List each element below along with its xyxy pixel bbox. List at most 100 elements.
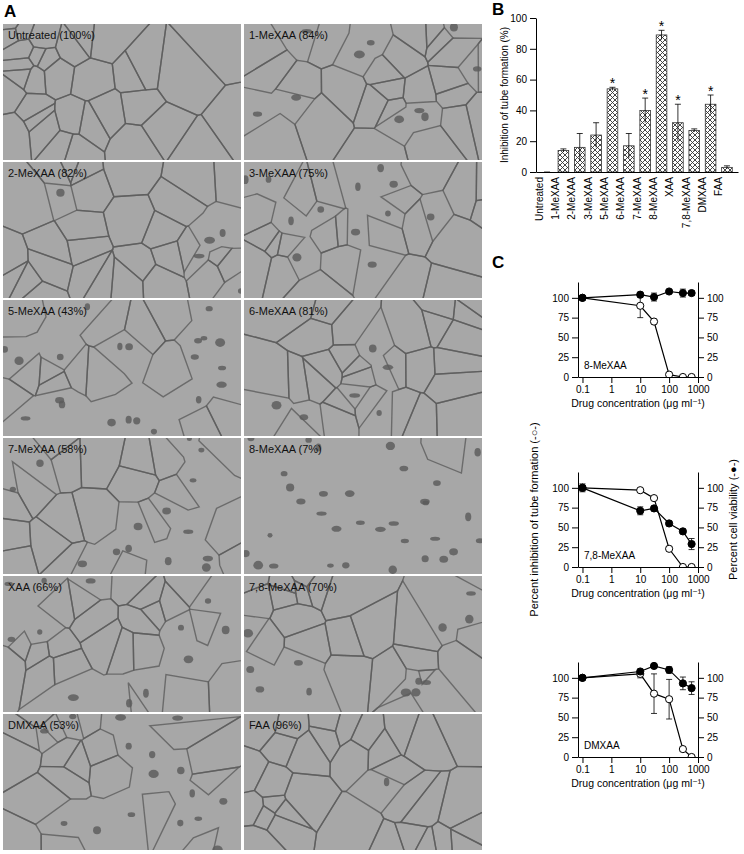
tube — [332, 300, 382, 345]
tick-label: 0 — [521, 167, 527, 178]
tube — [24, 66, 46, 95]
tube — [244, 113, 310, 160]
point — [688, 753, 695, 757]
tick-label: Untreated — [534, 177, 545, 221]
cell-cluster — [189, 789, 195, 797]
tube — [72, 488, 119, 545]
tick-label: 100 — [707, 673, 724, 684]
cell-cluster — [143, 689, 149, 698]
tube — [54, 210, 109, 240]
cell-cluster — [215, 338, 225, 347]
axis-line — [579, 567, 699, 568]
tile-background — [3, 576, 241, 712]
tick: 8-MeXAA — [648, 172, 662, 220]
cell-cluster — [36, 460, 43, 467]
tile — [244, 300, 482, 436]
tube — [141, 102, 197, 160]
tube — [327, 128, 411, 160]
tick-mark — [572, 527, 578, 528]
tube — [406, 347, 435, 393]
cell-cluster — [342, 562, 349, 568]
tile-label: DMXAA (53%) — [8, 719, 79, 731]
tube — [295, 93, 355, 160]
tick-label: DMXAA — [697, 177, 708, 213]
tick-mark — [698, 678, 704, 679]
tube — [323, 388, 356, 416]
bar — [607, 89, 618, 172]
cell-cluster — [316, 511, 326, 515]
tube — [422, 310, 454, 348]
tube — [141, 601, 166, 631]
cell-cluster — [368, 261, 377, 267]
cell-cluster — [345, 490, 355, 497]
error-bar — [626, 134, 632, 159]
tube — [67, 236, 113, 266]
bar — [705, 104, 716, 172]
tube — [177, 226, 200, 272]
axis-title: Drug concentration (μg ml⁻¹) — [571, 397, 705, 409]
cell-cluster — [238, 288, 241, 294]
cell-cluster — [422, 555, 429, 562]
tick-label: 0 — [707, 752, 713, 763]
axis: 0.11101001000 — [576, 567, 710, 585]
significance: * — [610, 75, 616, 91]
tick-mark — [640, 567, 641, 573]
point — [579, 294, 586, 301]
cell-cluster — [203, 556, 213, 562]
tube — [22, 221, 72, 265]
cell-cluster — [389, 181, 397, 188]
cell-cluster — [198, 448, 204, 453]
tube — [125, 300, 166, 355]
point — [637, 507, 644, 514]
cell-cluster — [244, 550, 250, 557]
line — [582, 298, 691, 377]
cell-cluster — [21, 416, 31, 420]
tick: 1-MeXAA — [550, 172, 564, 220]
tube — [330, 740, 369, 792]
error-bar — [637, 507, 643, 515]
tile-label: Untreated (100%) — [8, 29, 95, 41]
tick-label: 50 — [707, 522, 719, 533]
tube — [64, 740, 91, 782]
bar — [689, 130, 700, 172]
tick-mark — [611, 757, 612, 763]
cell-cluster — [375, 527, 386, 532]
cell-cluster — [115, 714, 126, 721]
tube — [3, 376, 34, 430]
tick-mark — [572, 357, 578, 358]
tube — [270, 604, 326, 638]
tube — [24, 103, 55, 132]
cell-cluster — [433, 480, 441, 486]
cell-cluster — [177, 767, 184, 775]
cell-cluster — [204, 237, 215, 244]
tube — [274, 270, 360, 298]
tube — [199, 438, 241, 482]
tick-label: 100 — [707, 293, 724, 304]
tube — [403, 66, 436, 104]
tick: 50 — [558, 712, 578, 723]
tube — [320, 245, 360, 296]
tube — [208, 247, 232, 267]
axis: 020406080100 — [510, 13, 536, 178]
tick: Untreated — [534, 172, 548, 221]
tick-mark — [572, 737, 578, 738]
tube — [142, 210, 187, 249]
chart-title: 8-MeXAA — [584, 360, 627, 371]
tile-background — [244, 162, 482, 298]
axis: 0255075100 — [552, 283, 578, 383]
point — [666, 545, 673, 552]
tick: 0.1 — [576, 757, 590, 775]
tick: 80 — [516, 44, 536, 55]
tube — [36, 492, 84, 543]
tick: XAA — [664, 172, 678, 197]
tick: 20 — [516, 136, 536, 147]
tube — [179, 406, 226, 436]
axis-title: Drug concentration (μg ml⁻¹) — [571, 587, 705, 599]
cell-cluster — [178, 625, 184, 631]
tick-mark — [572, 337, 578, 338]
point — [666, 371, 673, 377]
tick: 25 — [698, 352, 719, 363]
tube — [398, 393, 437, 436]
axis: Untreated1-MeXAA2-MeXAA3-MeXAA5-MeXAA6-M… — [534, 172, 739, 228]
tile-label: 7-MeXAA (58%) — [8, 443, 87, 455]
